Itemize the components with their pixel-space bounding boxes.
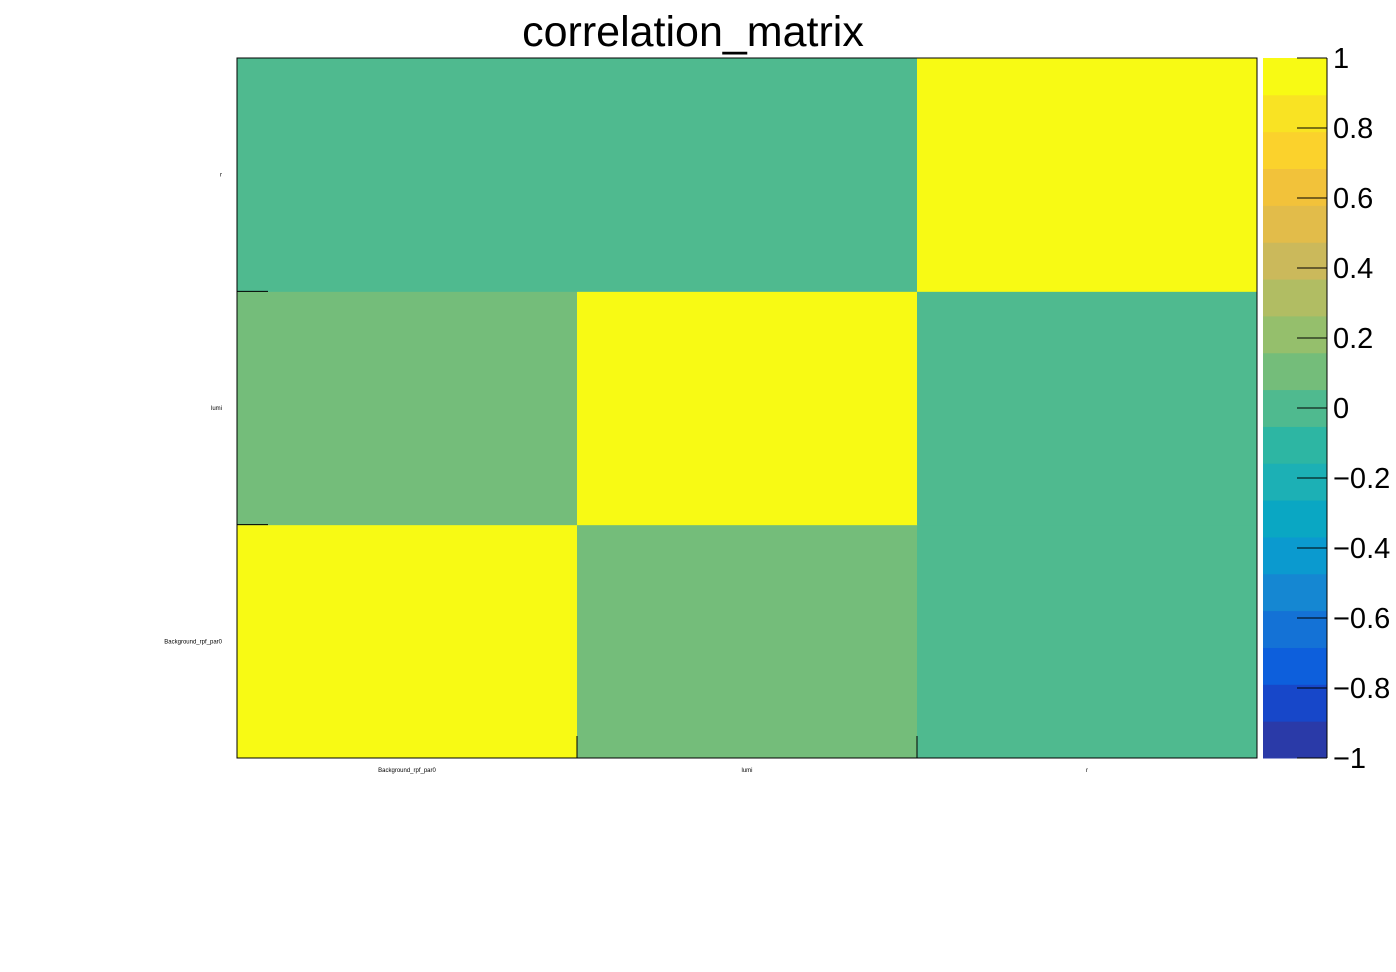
heatmap-cell [577,524,918,759]
color-bar-segment [1263,426,1327,464]
color-bar-segment [1263,279,1327,317]
color-bar-segment [1263,242,1327,280]
heatmap-cell [917,524,1258,759]
heatmap-cells [237,58,1258,759]
y-axis-tick-labels: Background_rpf_par0 lumi r [164,173,222,646]
color-bar-segment [1263,315,1327,354]
color-bar-tick-label: 0.2 [1333,323,1373,355]
heatmap-cell [917,291,1258,526]
color-bar-segment [1263,500,1327,538]
color-bar-tick-label: −0.8 [1333,673,1390,705]
x-tick-label: r [1086,768,1088,774]
x-tick-label: lumi [741,768,752,774]
heatmap-cell [577,291,918,526]
color-bar-segment [1263,58,1327,96]
color-bar-tick-label: 1 [1333,43,1349,75]
y-tick-label: lumi [211,406,222,412]
color-bar-segment [1263,721,1327,759]
color-bar-segment [1263,573,1327,612]
color-bar-segment [1263,647,1327,685]
color-bar-tick-label: −0.4 [1333,533,1390,565]
color-bar-tick-label: 0.8 [1333,113,1373,145]
y-tick-label: Background_rpf_par0 [164,639,222,645]
color-bar-tick-label: −0.2 [1333,463,1390,495]
x-tick-label: Background_rpf_par0 [378,768,436,774]
color-bar-labels: 1 0.8 0.6 0.4 0.2 0 −0.2 −0.4 −0.6 −0.8 −1 [1297,43,1390,775]
color-bar-segment [1263,463,1327,501]
color-bar-tick-label: −0.6 [1333,603,1390,635]
color-bar-segment [1263,352,1327,391]
color-bar-tick-label: 0.4 [1333,253,1373,285]
color-bar-tick-label: −1 [1333,743,1366,775]
axis-ticks [237,57,918,758]
color-bar-tick-label: 0 [1333,393,1349,425]
heatmap-cell [577,58,918,292]
heatmap-cell [237,524,578,759]
y-tick-label: r [220,173,222,179]
chart-title: correlation_matrix [522,8,864,56]
color-bar-segment [1263,610,1327,648]
x-axis-tick-labels: Background_rpf_par0 lumi r [378,768,1088,774]
color-bar-segment [1263,205,1327,243]
heatmap-cell [237,58,578,292]
color-bar-segment [1263,131,1327,170]
color-bar-segment [1263,684,1327,722]
color-bar-segment [1263,94,1327,133]
color-bar [1263,58,1328,759]
color-bar-segment [1263,536,1327,575]
plot-frame [236,57,1258,759]
heatmap-cell [237,291,578,526]
color-bar-segment [1263,168,1327,206]
heatmap-cell [917,58,1258,292]
color-bar-tick-label: 0.6 [1333,183,1373,215]
